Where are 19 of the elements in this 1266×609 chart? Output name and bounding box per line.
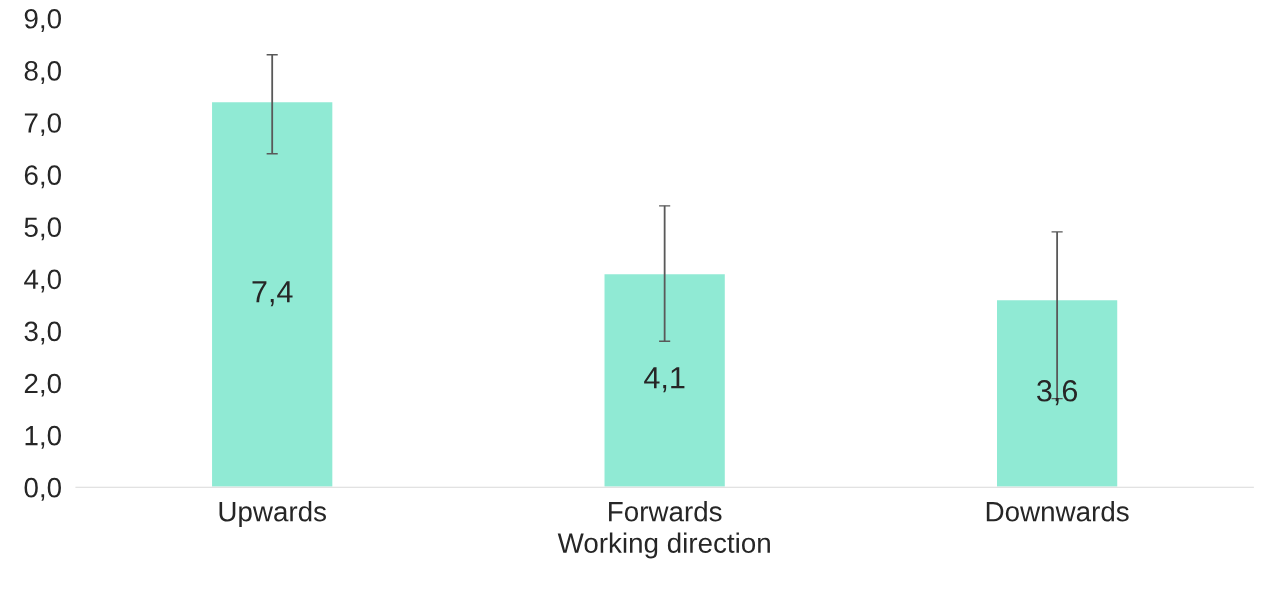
y-tick-label: 9,0	[24, 8, 61, 32]
x-axis-title: Working direction	[557, 532, 770, 559]
y-tick-label: 5,0	[24, 217, 61, 241]
x-tick-label: Downwards	[986, 501, 1129, 522]
bar	[603, 272, 727, 488]
data-label: 7,4	[252, 281, 293, 307]
bar	[995, 298, 1119, 488]
y-tick-label: 0,0	[24, 477, 61, 501]
y-tick-label: 6,0	[24, 165, 61, 189]
y-tick-label: 7,0	[24, 113, 61, 137]
x-tick-label: Upwards	[219, 501, 326, 527]
y-tick-label: 1,0	[25, 425, 61, 449]
data-label: 4,1	[644, 367, 685, 393]
x-tick-label: Forwards	[609, 501, 722, 522]
y-tick-label: 4,0	[24, 269, 61, 293]
y-tick-label: 3,0	[24, 321, 61, 345]
y-tick-label: 2,0	[24, 373, 61, 397]
bar	[210, 100, 334, 488]
y-tick-label: 8,0	[24, 61, 61, 84]
